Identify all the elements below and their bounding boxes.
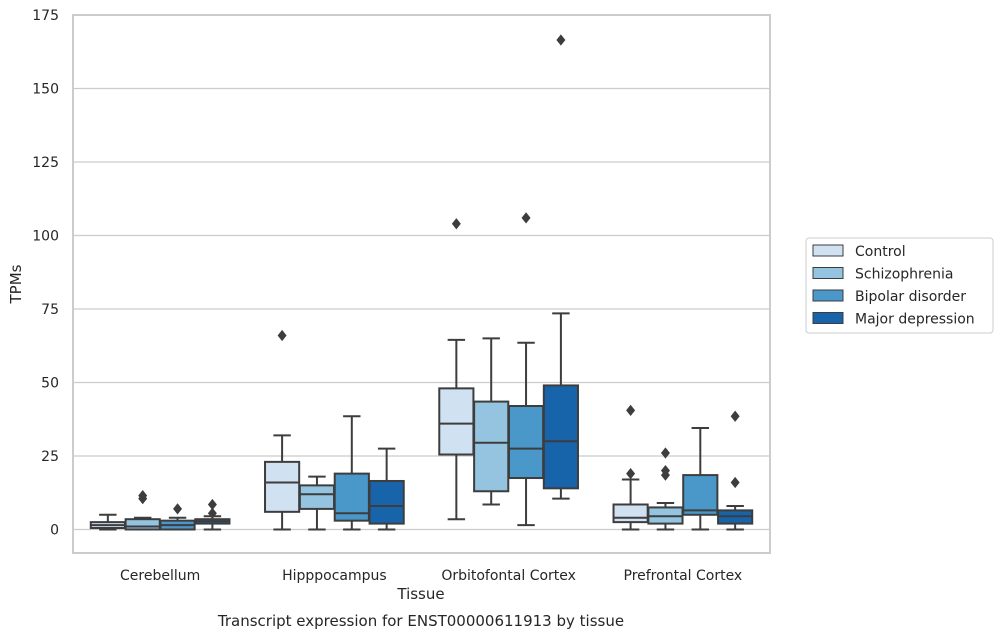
outlier-point <box>556 34 566 46</box>
box-iqr <box>438 387 475 456</box>
y-tick-label: 50 <box>41 375 59 391</box>
box-iqr <box>507 405 545 480</box>
y-tick-label: 100 <box>32 228 59 244</box>
outlier-point <box>730 476 740 489</box>
box-iqr <box>542 384 579 490</box>
legend-label: Control <box>855 244 906 260</box>
legend-label: Major depression <box>855 312 975 328</box>
legend-frame <box>805 237 994 334</box>
box-1-0 <box>124 490 161 531</box>
outlier-point <box>660 465 670 477</box>
box-1-3 <box>647 447 684 531</box>
legend-label: Bipolar disorder <box>855 289 966 305</box>
box-3-1 <box>368 447 405 531</box>
box-2-1 <box>333 415 370 531</box>
legend-swatch <box>812 267 844 279</box>
box-iqr <box>124 518 161 531</box>
x-tick-label: Orbitofontal Cortex <box>441 568 576 584</box>
box-3-2 <box>542 34 579 500</box>
grid-lines <box>73 14 770 531</box>
legend-swatch <box>812 289 844 302</box>
x-tick-label: Hipppocampus <box>282 568 387 584</box>
box-iqr <box>298 484 336 510</box>
outlier-point <box>277 329 287 342</box>
x-tick-labels: Cerebellum Hipppocampus Orbitofontal Corte… <box>120 568 742 584</box>
x-axis-label: Tissue <box>396 585 444 603</box>
box-0-0 <box>89 513 126 531</box>
box-iqr <box>473 400 510 493</box>
outlier-point <box>660 447 670 459</box>
x-tick-label: Cerebellum <box>120 568 200 584</box>
box-0-2 <box>438 218 475 521</box>
legend-swatch <box>812 312 844 324</box>
outlier-point <box>207 498 217 511</box>
plot-frame <box>72 14 771 554</box>
y-tick-label: 125 <box>32 155 59 171</box>
box-iqr <box>682 474 719 516</box>
legend: Control Schizophrenia Bipolar disorder Majo… <box>805 237 994 334</box>
y-tick-label: 75 <box>41 302 59 318</box>
outlier-point <box>451 218 461 230</box>
box-iqr <box>368 479 405 525</box>
x-tick-label: Prefrontal Cortex <box>624 568 743 584</box>
outlier-point <box>730 410 740 422</box>
y-axis-label: TPMs <box>7 264 25 304</box>
y-tick-label: 25 <box>41 449 59 465</box>
y-tick-labels: 0 25 50 75 100 125 150 175 <box>32 8 59 538</box>
box-1-1 <box>298 475 336 531</box>
outlier-point <box>173 503 183 515</box>
chart-caption: Transcript expression for ENST0000061191… <box>217 612 624 630</box>
outlier-point <box>138 490 148 502</box>
box-3-3 <box>717 410 754 531</box>
outlier-point <box>521 212 531 224</box>
box-0-3 <box>612 404 649 531</box>
box-0-1 <box>264 329 301 531</box>
y-tick-label: 150 <box>32 81 59 97</box>
box-1-2 <box>473 337 510 506</box>
legend-swatch <box>812 244 844 257</box>
box-2-0 <box>159 503 196 531</box>
outlier-point <box>626 404 636 417</box>
box-2-3 <box>682 427 719 531</box>
legend-label: Schizophrenia <box>855 267 953 283</box>
y-tick-label: 175 <box>32 8 59 24</box>
outlier-point <box>626 467 636 480</box>
box-2-2 <box>507 212 545 527</box>
box-iqr <box>612 503 649 524</box>
boxes <box>89 34 754 531</box>
box-iqr <box>264 460 301 513</box>
y-tick-label: 0 <box>50 522 59 538</box>
box-3-0 <box>194 498 231 531</box>
outlier-point <box>207 507 217 519</box>
